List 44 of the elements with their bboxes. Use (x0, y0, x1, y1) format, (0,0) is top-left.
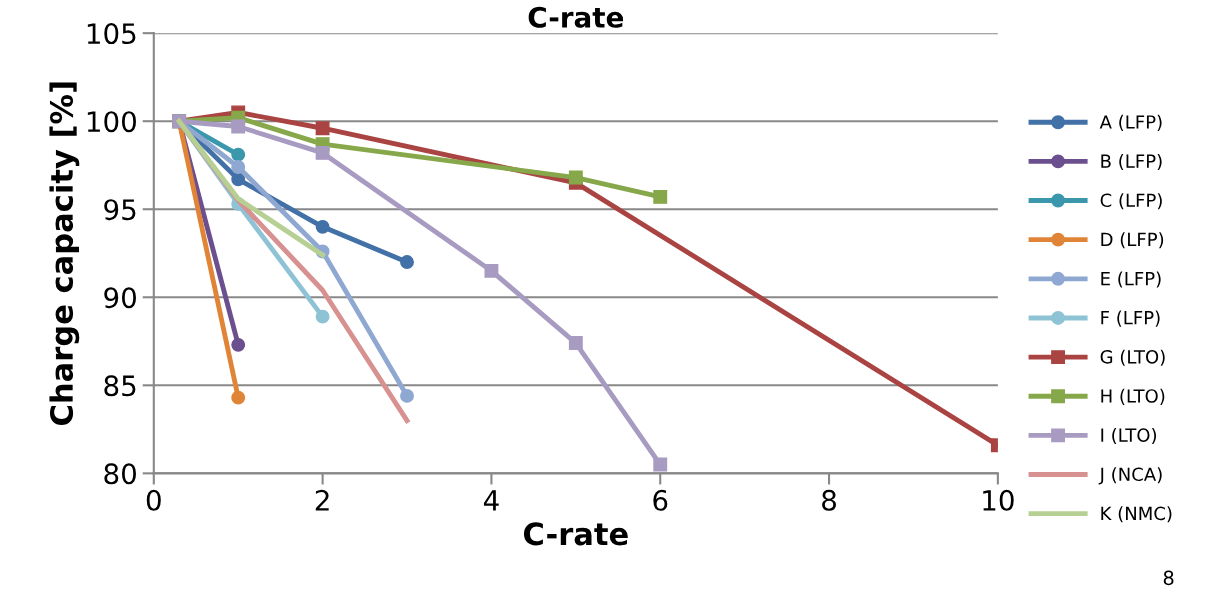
legend-label: A (LFP) (1099, 114, 1162, 131)
point (315, 145, 330, 160)
x-tick-label: 8 (822, 489, 836, 511)
point (484, 263, 499, 278)
y-tick-label: 105 (87, 23, 136, 45)
x-axis-title: C-rate (523, 522, 628, 546)
point (315, 219, 330, 234)
point (315, 121, 330, 136)
point (231, 172, 246, 187)
legend-label: K (NMC) (1101, 506, 1172, 523)
point (231, 337, 246, 352)
legend-label: I (LTO) (1101, 427, 1157, 445)
legend-label: H (LTO) (1101, 388, 1165, 405)
x-tick-label: 6 (653, 489, 668, 511)
legend-label: B (LFP) (1101, 154, 1162, 171)
y-axis-title: Charge capacity [%] (49, 82, 80, 426)
legend-label: C (LFP) (1100, 193, 1162, 210)
x-tick-label: 2 (315, 489, 329, 511)
point (400, 388, 414, 403)
y-tick-label: 95 (104, 199, 136, 221)
point (231, 390, 246, 405)
y-tick-label: 100 (87, 111, 136, 133)
point (400, 255, 414, 270)
text: 8 (1163, 570, 1174, 586)
legend-label: E (LFP) (1101, 271, 1161, 288)
legend-label: D (LFP) (1101, 232, 1164, 249)
point (231, 160, 246, 174)
x-tick-label: 10 (983, 489, 1014, 511)
legend-label: G (LTO) (1100, 349, 1165, 366)
legend-label: J (NCA) (1098, 467, 1162, 485)
point (231, 147, 246, 162)
y-tick-label: 85 (104, 375, 136, 397)
x-tick-label: 0 (146, 489, 161, 511)
point (653, 189, 668, 204)
y-tick-label: 90 (104, 287, 136, 309)
point (231, 119, 246, 134)
legend-label: F (LFP) (1101, 310, 1160, 327)
point (568, 336, 583, 351)
chart-title: C-rate (528, 6, 624, 28)
point (653, 457, 668, 472)
point (568, 170, 583, 185)
y-tick-label: 80 (104, 463, 136, 485)
point (315, 309, 330, 324)
x-tick-label: 4 (483, 490, 499, 511)
